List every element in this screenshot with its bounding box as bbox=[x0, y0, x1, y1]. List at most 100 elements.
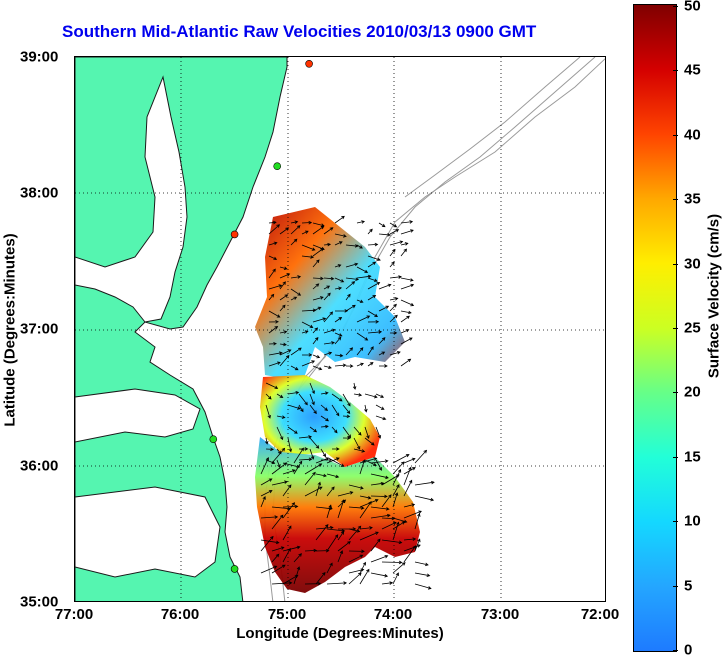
velocity-arrow bbox=[334, 332, 343, 337]
velocity-arrow bbox=[370, 494, 388, 499]
velocity-arrow bbox=[359, 501, 372, 519]
velocity-arrow bbox=[326, 562, 333, 574]
velocity-arrow bbox=[268, 320, 279, 324]
velocity-arrow bbox=[309, 393, 315, 406]
y-tick: 35:00 bbox=[20, 593, 59, 611]
velocity-arrow bbox=[400, 229, 414, 235]
velocity-arrow bbox=[381, 521, 397, 530]
velocity-arrow bbox=[301, 255, 315, 259]
colorbar-tick: 35 bbox=[684, 190, 701, 208]
colorbar-tick: 5 bbox=[684, 577, 693, 595]
velocity-arrow bbox=[326, 457, 340, 464]
velocity-arrow bbox=[304, 548, 318, 553]
velocity-arrow bbox=[290, 347, 302, 356]
velocity-arrow bbox=[392, 484, 400, 497]
station-marker bbox=[305, 60, 313, 68]
velocity-arrow bbox=[378, 337, 386, 345]
velocity-arrow bbox=[348, 572, 362, 585]
velocity-arrow bbox=[282, 545, 301, 552]
x-tick: 76:00 bbox=[160, 606, 200, 623]
velocity-arrow bbox=[315, 571, 326, 585]
velocity-arrow bbox=[348, 554, 364, 563]
velocity-arrow bbox=[265, 404, 271, 419]
velocity-arrow bbox=[353, 448, 366, 453]
velocity-arrow bbox=[312, 336, 319, 345]
colorbar-tick: 40 bbox=[684, 126, 701, 144]
velocity-arrow bbox=[271, 480, 288, 486]
velocity-arrow bbox=[301, 353, 313, 357]
station-marker bbox=[230, 230, 239, 239]
colorbar-tick-mark bbox=[673, 263, 678, 265]
velocity-arrow bbox=[337, 499, 345, 519]
velocity-arrow bbox=[320, 415, 329, 422]
velocity-arrow bbox=[334, 353, 344, 358]
velocity-arrow bbox=[331, 404, 340, 417]
velocity-arrow bbox=[312, 317, 327, 323]
velocity-arrow bbox=[370, 506, 390, 511]
velocity-arrow bbox=[367, 277, 378, 282]
velocity-arrow bbox=[400, 242, 409, 246]
velocity-arrow bbox=[268, 241, 278, 246]
velocity-arrow bbox=[279, 304, 286, 312]
velocity-arrow bbox=[323, 341, 335, 345]
colorbar-tick-mark bbox=[673, 650, 678, 651]
velocity-arrow bbox=[268, 310, 281, 318]
velocity-arrow bbox=[276, 393, 284, 399]
velocity-arrow bbox=[370, 513, 391, 519]
velocity-arrow bbox=[315, 548, 330, 553]
velocity-arrow bbox=[381, 539, 403, 545]
velocity-arrow bbox=[414, 495, 435, 502]
velocity-arrows bbox=[260, 215, 435, 590]
velocity-arrow bbox=[345, 304, 356, 312]
velocity-arrow bbox=[378, 222, 386, 228]
velocity-arrow bbox=[268, 255, 278, 260]
velocity-arrow bbox=[320, 424, 329, 429]
colorbar-tick-mark bbox=[673, 199, 678, 201]
velocity-arrow bbox=[356, 266, 369, 273]
colorbar-tick-mark bbox=[673, 392, 678, 394]
velocity-arrow bbox=[290, 275, 302, 279]
velocity-arrow bbox=[389, 222, 398, 228]
velocity-arrow bbox=[367, 346, 374, 356]
velocity-arrow bbox=[414, 480, 435, 486]
velocity-arrow bbox=[282, 525, 292, 541]
velocity-arrow bbox=[378, 305, 390, 312]
velocity-arrow bbox=[312, 354, 321, 359]
velocity-arrow bbox=[356, 362, 364, 367]
velocity-arrow bbox=[370, 538, 381, 552]
velocity-arrow bbox=[367, 362, 374, 367]
velocity-arrow bbox=[392, 517, 408, 524]
velocity-arrow bbox=[301, 360, 316, 367]
pamlico-sound bbox=[75, 486, 221, 578]
velocity-arrow bbox=[326, 504, 332, 519]
x-axis-label: Longitude (Degrees:Minutes) bbox=[236, 625, 444, 642]
velocity-arrow bbox=[334, 241, 343, 246]
velocity-arrow bbox=[389, 275, 402, 279]
velocity-arrow bbox=[268, 351, 283, 356]
colorbar-tick-mark bbox=[673, 328, 678, 329]
colorbar-label: Surface Velocity (cm/s) bbox=[705, 213, 723, 379]
velocity-arrow bbox=[331, 393, 343, 402]
velocity-arrow bbox=[293, 553, 302, 563]
chesapeake-bay bbox=[75, 75, 188, 323]
station-marker bbox=[230, 565, 239, 573]
velocity-arrow bbox=[312, 306, 322, 312]
velocity-arrow bbox=[359, 495, 372, 500]
velocity-arrow bbox=[345, 244, 359, 248]
velocity-arrow bbox=[392, 572, 399, 585]
velocity-arrow bbox=[375, 426, 382, 439]
velocity-arrow bbox=[342, 404, 351, 415]
velocity-arrow bbox=[312, 296, 324, 301]
velocity-arrow bbox=[290, 288, 302, 296]
albemarle-sound bbox=[75, 388, 201, 443]
velocity-arrow bbox=[356, 274, 372, 279]
velocity-arrow bbox=[389, 331, 398, 335]
colorbar-tick: 10 bbox=[684, 512, 701, 530]
velocity-arrow bbox=[312, 327, 319, 334]
y-tick: 36:00 bbox=[20, 457, 59, 475]
velocity-arrow bbox=[276, 415, 286, 419]
velocity-arrow bbox=[271, 514, 284, 530]
velocity-arrow bbox=[293, 566, 301, 585]
velocity-arrow bbox=[334, 309, 349, 313]
velocity-arrow bbox=[378, 283, 392, 290]
